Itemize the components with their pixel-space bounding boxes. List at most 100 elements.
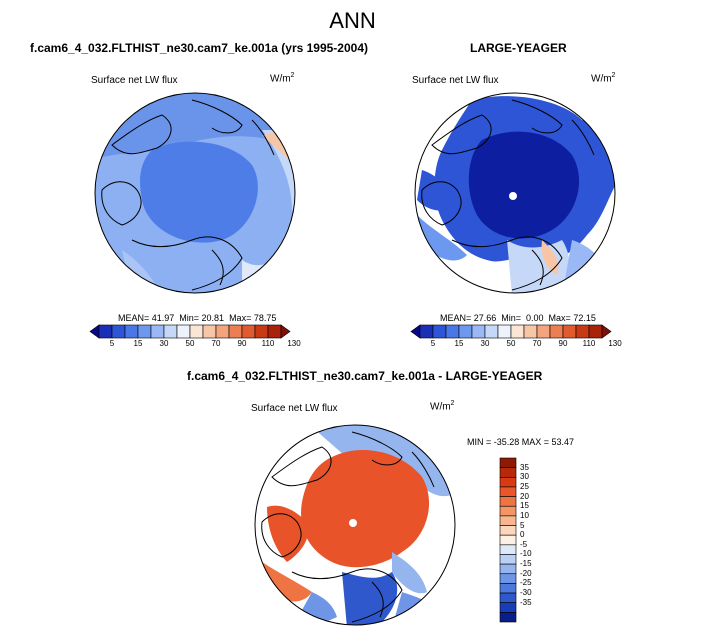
- panel3-colorbar-swatch: [499, 554, 517, 565]
- panel2-colorbar-swatch: [458, 324, 473, 339]
- panel2-colorbar-swatch: [523, 324, 538, 339]
- panel1-colorbar-swatch: [176, 324, 191, 339]
- panel2-pole-marker: [509, 192, 517, 200]
- panel1-colorbar-swatch: [124, 324, 139, 339]
- panel3-stats: MIN = -35.28 MAX = 53.47: [467, 437, 575, 447]
- panel3-colorbar-swatch: [499, 467, 517, 478]
- panel2-colorbar-swatch: [575, 324, 590, 339]
- panel3-colorbar-tick-label: -25: [520, 578, 532, 588]
- panel2-variable-label: Surface net LW flux: [412, 75, 499, 86]
- panel3-colorbar-tick-label: -10: [520, 549, 532, 559]
- panel3-colorbar-swatch: [499, 515, 517, 526]
- panel3-colorbar-swatch: [499, 534, 517, 546]
- panel3-colorbar-tick-label: -5: [520, 539, 528, 549]
- panel1-colorbar-tick-label: 110: [261, 339, 275, 348]
- panel1-colorbar-swatch: [163, 324, 178, 339]
- panel1-polar-map: [94, 92, 296, 294]
- panel3-colorbar-tick-label: 25: [520, 481, 529, 491]
- panel2-units: W/m2: [591, 72, 616, 85]
- panel1-arctic-field: [140, 141, 258, 243]
- panel1-colorbar-swatch: [267, 324, 282, 339]
- panel3-colorbar-tick-label: 30: [520, 472, 529, 482]
- panel3-polar-map: [254, 424, 456, 626]
- panel1-colorbar-swatch: [228, 324, 243, 339]
- panel3-colorbar-swatch: [499, 602, 517, 613]
- panel2-colorbar-swatch: [445, 324, 460, 339]
- panel2-colorbar-tick-label: 50: [506, 339, 516, 348]
- panel3-colorbar-labels: 35 30 25 20 15 10 5 0 -5 -10 -15 -20 -25 -30 -35: [520, 458, 550, 622]
- panel3-colorbar-swatch: [499, 457, 517, 468]
- panel1-title: f.cam6_4_032.FLTHIST_ne30.cam7_ke.001a (…: [30, 41, 368, 55]
- panel2-colorbar-swatch: [562, 324, 577, 339]
- panel1-stats: MEAN= 41.97 Min= 20.81 Max= 78.75: [118, 313, 277, 323]
- panel3-colorbar-swatch: [499, 525, 517, 536]
- panel3-colorbar-swatch: [499, 486, 517, 497]
- panel3-colorbar-swatch: [499, 476, 517, 488]
- panel1-variable-label: Surface net LW flux: [91, 75, 178, 86]
- panel2-colorbar-tick-label: 130: [608, 339, 622, 348]
- panel3-colorbar-tick-label: 5: [520, 520, 525, 530]
- panel2-colorbar-swatch: [497, 324, 512, 339]
- panel2-colorbar-swatch: [432, 324, 447, 339]
- panel3-colorbar-tick-label: 35: [520, 462, 529, 472]
- panel1-colorbar-tick-label: 50: [185, 339, 195, 348]
- panel1-colorbar-swatch: [189, 324, 204, 339]
- panel1-colorbar-swatch: [98, 324, 113, 339]
- panel3-colorbar-swatch: [499, 612, 517, 623]
- panel2-colorbar-tick-label: 30: [480, 339, 490, 348]
- panel1-colorbar-tick-label: 15: [133, 339, 143, 348]
- panel2-colorbar-swatch: [588, 324, 603, 339]
- panel3-colorbar-swatch: [499, 496, 517, 507]
- panel2-colorbar-swatch: [410, 324, 421, 339]
- panel2-colorbar-swatch: [549, 324, 564, 339]
- panel2-colorbar: [410, 324, 612, 339]
- panel1-colorbar-swatch: [280, 324, 291, 339]
- panel3-colorbar-tick-label: -15: [520, 559, 532, 569]
- panel2-colorbar-labels: 5 15 30 50 70 90 110 130: [411, 339, 622, 351]
- panel1-colorbar-swatch: [254, 324, 269, 339]
- panel1-colorbar-swatch: [137, 324, 152, 339]
- panel1-colorbar-swatch: [150, 324, 165, 339]
- panel3-colorbar-tick-label: -20: [520, 568, 532, 578]
- panel3-colorbar-swatch: [499, 544, 517, 555]
- panel3-variable-label: Surface net LW flux: [251, 403, 338, 414]
- panel3-colorbar: [499, 457, 517, 623]
- panel1-colorbar-swatch: [89, 324, 100, 339]
- panel3-colorbar-tick-label: -35: [520, 597, 532, 607]
- panel1-colorbar-swatch: [215, 324, 230, 339]
- panel1-colorbar-tick-label: 130: [287, 339, 301, 348]
- panel3-colorbar-swatch: [499, 592, 517, 604]
- panel2-colorbar-tick-label: 110: [582, 339, 596, 348]
- panel3-title: f.cam6_4_032.FLTHIST_ne30.cam7_ke.001a -…: [187, 369, 543, 383]
- panel1-units: W/m2: [270, 72, 295, 85]
- panel2-colorbar-swatch: [536, 324, 551, 339]
- panel3-units: W/m2: [430, 400, 455, 413]
- panel2-colorbar-tick-label: 5: [430, 339, 436, 348]
- panel2-arctic-field: [468, 131, 580, 239]
- panel1-colorbar-swatch: [111, 324, 126, 339]
- panel3-colorbar-tick-label: 10: [520, 510, 529, 520]
- panel3-colorbar-tick-label: 15: [520, 501, 529, 511]
- panel2-colorbar-swatch: [471, 324, 486, 339]
- panel2-colorbar-swatch: [484, 324, 499, 339]
- panel3-arctic-field: [301, 449, 430, 568]
- panel3-colorbar-swatch: [499, 505, 517, 517]
- panel1-colorbar-tick-label: 90: [237, 339, 247, 348]
- panel3-pole-marker: [349, 519, 357, 527]
- panel1-colorbar-swatch: [202, 324, 217, 339]
- panel1-colorbar-tick-label: 70: [211, 339, 221, 348]
- panel1-colorbar-tick-label: 30: [159, 339, 169, 348]
- panel3-colorbar-tick-label: 0: [520, 530, 525, 540]
- main-title: ANN: [329, 8, 376, 33]
- panel3-colorbar-swatch: [499, 583, 517, 594]
- panel2-polar-map: [414, 92, 616, 294]
- panel3-colorbar-tick-label: 20: [520, 491, 529, 501]
- panel2-colorbar-swatch: [510, 324, 525, 339]
- panel2-colorbar-swatch: [419, 324, 434, 339]
- panel2-colorbar-tick-label: 70: [532, 339, 542, 348]
- panel2-title: LARGE-YEAGER: [470, 41, 567, 55]
- panel2-colorbar-swatch: [601, 324, 612, 339]
- panel3-colorbar-swatch: [499, 573, 517, 584]
- panel1-colorbar: [89, 324, 291, 339]
- panel2-colorbar-tick-label: 90: [558, 339, 568, 348]
